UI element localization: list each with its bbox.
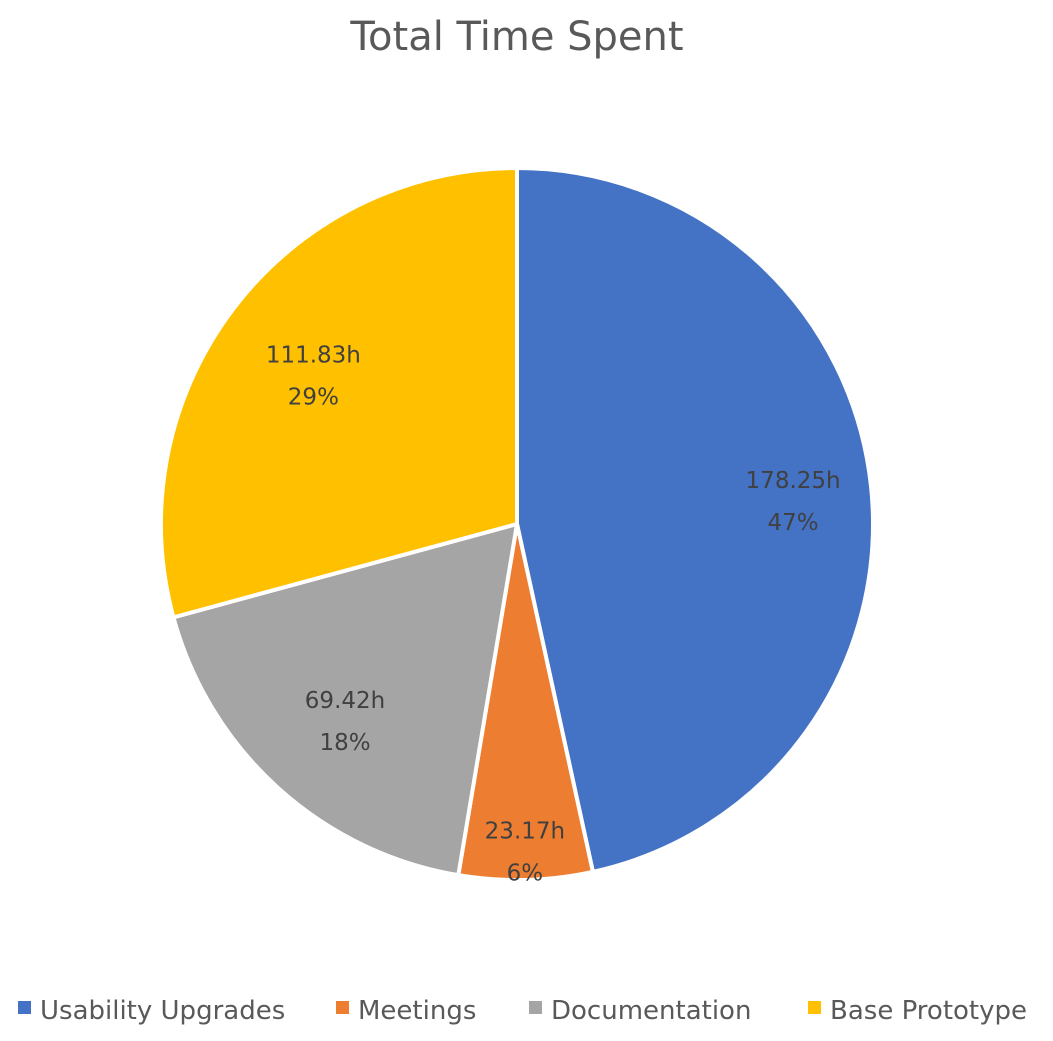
legend-label-usability-upgrades: Usability Upgrades: [40, 996, 285, 1026]
data-label-percent-base-prototype: 29%: [288, 384, 339, 410]
pie-slice-base-prototype: [159, 166, 519, 620]
data-label-percent-usability-upgrades: 47%: [768, 510, 819, 536]
data-label-percent-meetings: 6%: [507, 860, 544, 886]
data-label-value-usability-upgrades: 178.25h: [746, 468, 841, 494]
legend-swatch-documentation: [529, 1001, 542, 1014]
chart-title: Total Time Spent: [349, 14, 683, 60]
pie-slices: [159, 166, 875, 882]
legend-swatch-meetings: [336, 1001, 349, 1014]
pie-slice-usability-upgrades: [515, 166, 875, 874]
data-label-value-base-prototype: 111.83h: [266, 342, 361, 368]
data-label-percent-documentation: 18%: [319, 730, 370, 756]
legend-label-meetings: Meetings: [358, 996, 476, 1026]
data-label-value-documentation: 69.42h: [305, 688, 385, 714]
pie-data-labels: 178.25h 47% 23.17h 6% 69.42h 18% 111.83h 29%: [266, 342, 841, 886]
pie-slice-documentation: [171, 522, 519, 878]
chart-legend: Usability Upgrades Meetings Documentation B…: [18, 996, 1027, 1026]
pie-slice-meetings: [456, 522, 595, 882]
data-label-value-meetings: 23.17h: [485, 818, 565, 844]
legend-swatch-base-prototype: [808, 1001, 821, 1014]
legend-swatch-usability-upgrades: [18, 1001, 31, 1014]
legend-label-documentation: Documentation: [551, 996, 751, 1026]
legend-label-base-prototype: Base Prototype: [830, 996, 1027, 1026]
